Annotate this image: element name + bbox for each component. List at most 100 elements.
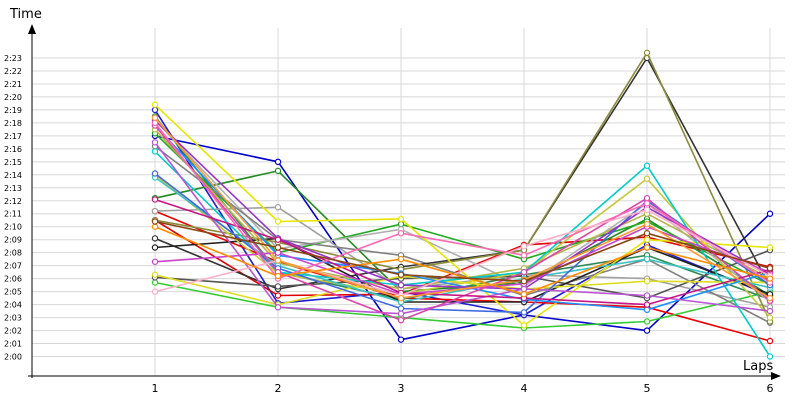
- data-point: [766, 210, 774, 217]
- data-point: [151, 271, 159, 278]
- data-point: [643, 49, 651, 56]
- data-point: [151, 170, 159, 177]
- y-tick-label: 2:15: [4, 158, 22, 167]
- data-point: [151, 114, 159, 121]
- series-line: [154, 281, 771, 329]
- y-tick-label: 2:09: [4, 236, 22, 245]
- grid: [32, 28, 785, 376]
- series-line: [154, 225, 771, 296]
- data-point: [397, 255, 405, 263]
- data-point: [643, 194, 651, 202]
- series-line: [154, 104, 771, 327]
- series-line: [154, 219, 771, 297]
- x-tick-label: 3: [398, 382, 405, 395]
- data-point: [151, 106, 159, 114]
- x-tick-label: 2: [275, 382, 282, 395]
- data-point: [274, 249, 282, 256]
- data-point: [766, 275, 774, 282]
- data-point: [643, 230, 651, 237]
- y-tick-label: 2:11: [4, 210, 22, 219]
- y-tick-label: 2:08: [4, 249, 22, 258]
- data-point: [643, 200, 651, 207]
- y-tick-label: 2:03: [4, 314, 22, 323]
- y-tick-label: 2:04: [4, 301, 22, 310]
- data-point: [643, 255, 651, 263]
- y-axis-arrow: [28, 24, 36, 34]
- data-point: [643, 301, 651, 308]
- data-point: [397, 336, 405, 343]
- series-line: [154, 274, 771, 306]
- series-line: [154, 145, 771, 324]
- y-tick-label: 2:14: [4, 171, 22, 180]
- y-tick-label: 2:12: [4, 197, 22, 206]
- data-point: [274, 236, 282, 243]
- data-point: [151, 279, 159, 286]
- series-line: [154, 135, 771, 341]
- data-point: [520, 278, 528, 285]
- data-point: [397, 316, 405, 324]
- data-point: [274, 158, 282, 166]
- data-point: [274, 304, 282, 311]
- series-33: [151, 218, 774, 285]
- series-line: [154, 122, 771, 284]
- data-point: [397, 271, 405, 278]
- y-tick-label: 2:00: [4, 353, 22, 362]
- data-point: [643, 175, 651, 182]
- data-point: [151, 101, 159, 108]
- data-point: [151, 258, 159, 265]
- data-point: [397, 230, 405, 237]
- series-line: [154, 176, 771, 303]
- data-point: [766, 244, 774, 251]
- x-axis-title: Laps: [743, 359, 773, 374]
- data-point: [766, 307, 774, 315]
- y-tick-label: 2:13: [4, 184, 22, 193]
- data-point: [643, 278, 651, 285]
- data-point: [274, 218, 282, 225]
- series-17: [151, 171, 774, 321]
- x-axis-arrow: [771, 372, 781, 380]
- data-point: [274, 204, 282, 211]
- data-point: [520, 322, 528, 329]
- y-tick-label: 2:06: [4, 275, 22, 284]
- y-tick-label: 2:02: [4, 327, 22, 336]
- data-point: [643, 292, 651, 299]
- data-point: [643, 306, 651, 313]
- data-point: [151, 207, 159, 215]
- data-point: [397, 310, 405, 317]
- data-point: [151, 235, 159, 242]
- data-point: [397, 294, 405, 302]
- data-point: [151, 218, 159, 225]
- x-tick-label: 1: [152, 382, 159, 395]
- series-31: [151, 223, 774, 298]
- y-tick-label: 2:22: [4, 67, 22, 76]
- y-tick-label: 2:05: [4, 288, 22, 297]
- data-point: [643, 244, 651, 251]
- data-point: [274, 244, 282, 251]
- data-point: [643, 327, 651, 334]
- data-point: [643, 162, 651, 169]
- y-tick-label: 2:01: [4, 340, 22, 349]
- data-point: [151, 119, 159, 127]
- x-tick-label: 4: [521, 382, 528, 395]
- data-point: [766, 265, 774, 272]
- data-point: [397, 220, 405, 228]
- data-point: [643, 220, 651, 228]
- data-point: [766, 294, 774, 302]
- data-point: [643, 206, 651, 214]
- series-line: [154, 220, 771, 283]
- data-point: [520, 242, 528, 250]
- data-point: [397, 215, 405, 223]
- series-line: [154, 117, 771, 299]
- axes: [28, 24, 781, 380]
- y-tick-label: 2:19: [4, 106, 22, 115]
- data-point: [274, 272, 282, 280]
- data-point: [643, 236, 651, 243]
- data-point: [397, 305, 405, 312]
- y-tick-label: 2:20: [4, 93, 22, 102]
- data-point: [520, 291, 528, 298]
- x-tick-label: 6: [767, 382, 774, 395]
- data-point: [151, 288, 159, 295]
- data-point: [274, 283, 282, 290]
- data-point: [274, 257, 282, 264]
